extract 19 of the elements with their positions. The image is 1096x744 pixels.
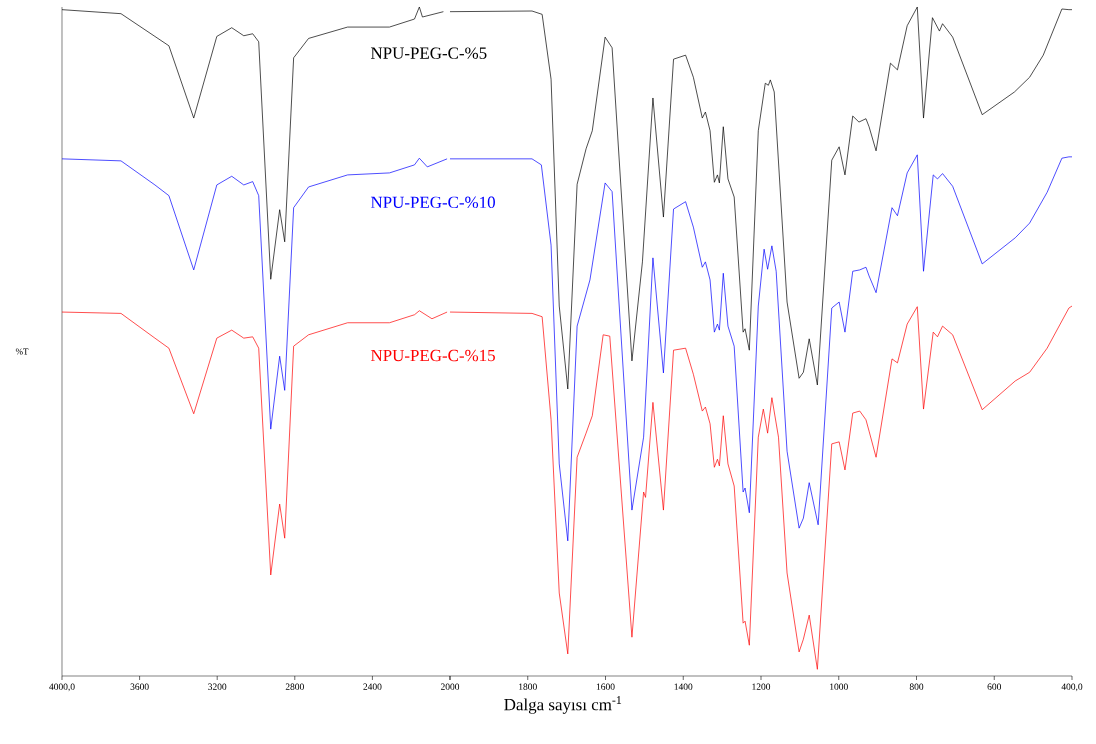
series-label: NPU-PEG-C-%5 bbox=[370, 47, 487, 59]
y-axis-title: %T bbox=[15, 348, 29, 355]
x-tick-label: 3600 bbox=[130, 683, 149, 690]
x-tick-label: 600 bbox=[987, 683, 1001, 690]
series-label: NPU-PEG-C-%10 bbox=[370, 196, 495, 209]
x-tick-label: 4000,0 bbox=[49, 683, 75, 692]
x-tick-label: 1600 bbox=[596, 683, 615, 690]
x-tick-label: 3200 bbox=[208, 683, 227, 690]
x-tick-label: 400,0 bbox=[1061, 683, 1083, 692]
x-axis-title: Dalga sayısı cm$^{-1}$ bbox=[504, 696, 622, 714]
x-tick-label: 1400 bbox=[674, 683, 693, 690]
x-tick-label: 2800 bbox=[285, 683, 304, 690]
series-label: NPU-PEG-C-%15 bbox=[370, 349, 495, 362]
x-tick-label: 2400 bbox=[363, 683, 382, 690]
x-tick-label: 1800 bbox=[519, 683, 537, 690]
x-tick-label: 800 bbox=[909, 683, 924, 690]
x-tick-label: 1000 bbox=[830, 683, 848, 690]
x-tick-label: 1200 bbox=[752, 683, 771, 690]
x-tick-label: 2000 bbox=[440, 683, 460, 690]
